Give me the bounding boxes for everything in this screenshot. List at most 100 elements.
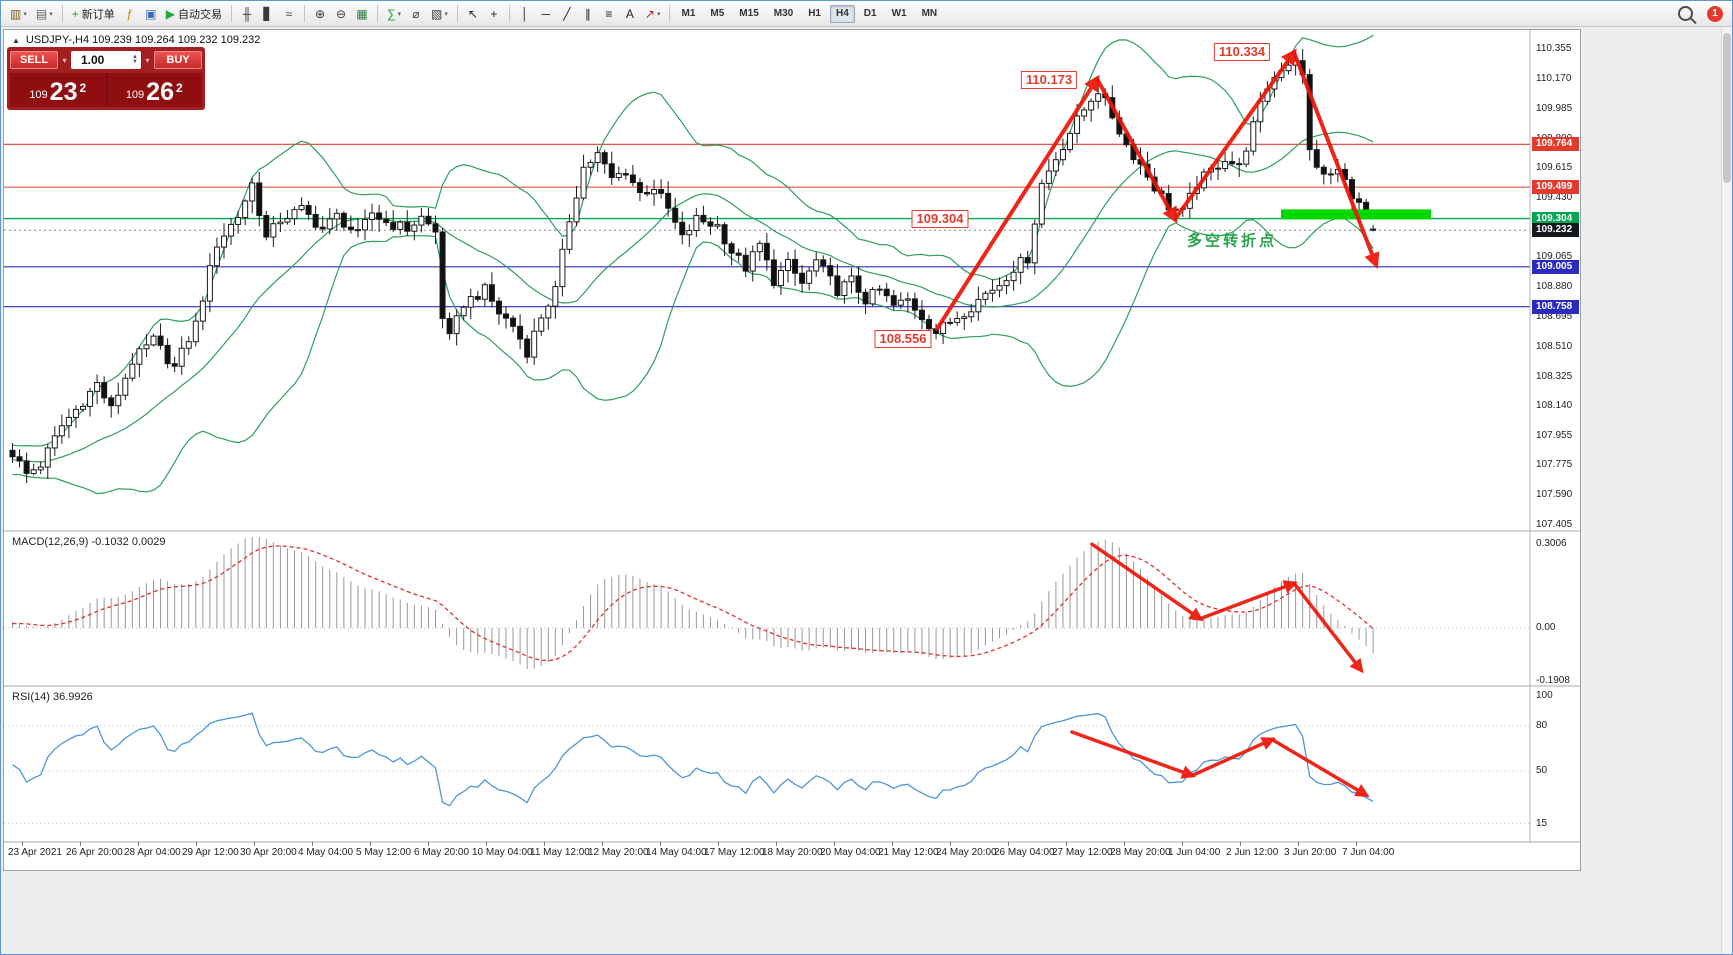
timeframe-h4-button[interactable]: H4 <box>830 4 855 23</box>
sell-price-display[interactable]: 109 23 2 <box>10 73 107 107</box>
price-tick-label: 107.405 <box>1536 519 1573 530</box>
price-tick-label: 109.065 <box>1536 251 1573 263</box>
metaeditor-button[interactable]: ƒ <box>120 4 140 24</box>
templates-button[interactable]: ▧ ▾ <box>427 4 452 24</box>
equidistant-channel-button[interactable]: ∥ <box>578 4 598 24</box>
time-tick-mark <box>138 842 139 846</box>
time-label: 26 May 04:00 <box>994 847 1055 858</box>
time-tick-mark <box>602 842 603 846</box>
time-label: 1 Jun 04:00 <box>1168 847 1221 858</box>
profiles-button[interactable]: ▤ ▾ <box>32 4 57 24</box>
text-button[interactable]: A <box>620 4 640 24</box>
timeframe-m1-button[interactable]: M1 <box>675 5 701 23</box>
macd-axis-label: -0.1908 <box>1536 675 1570 687</box>
timeframe-mn-button[interactable]: MN <box>916 5 944 23</box>
buy-caret-icon[interactable]: ▾ <box>145 55 150 65</box>
zoom-out-button[interactable]: ⊖ <box>331 4 351 24</box>
time-label: 23 Apr 2021 <box>8 847 62 858</box>
time-tick-mark <box>428 842 429 846</box>
time-tick-mark <box>892 842 893 846</box>
price-line-tag[interactable]: 109.304 <box>1532 211 1579 226</box>
vertical-line-button[interactable]: │ <box>515 4 535 24</box>
price-tick-label: 110.170 <box>1536 72 1572 84</box>
timeframe-h1-button[interactable]: H1 <box>802 5 827 23</box>
cursor-button[interactable]: ↖ <box>463 4 483 24</box>
scrollbar-thumb[interactable] <box>1723 33 1731 183</box>
arrows-button[interactable]: ↗ ▾ <box>641 4 665 24</box>
notification-badge[interactable]: 1 <box>1707 5 1723 22</box>
price-line-tag[interactable]: 108.758 <box>1532 299 1579 314</box>
symbol-ohlc-text: USDJPY-,H4 109.239 109.264 109.232 109.2… <box>25 34 261 46</box>
new-order-button[interactable]: + 新订单 <box>68 4 119 24</box>
price-line-tag[interactable]: 109.499 <box>1532 180 1579 195</box>
metaeditor-icon: ƒ <box>126 6 134 21</box>
candlestick-chart-button[interactable]: ▋ <box>258 4 278 24</box>
time-label: 5 May 12:00 <box>356 847 412 858</box>
time-axis[interactable]: 23 Apr 2021 26 Apr 20:00 28 Apr 04:00 29 Ap… <box>4 842 1532 870</box>
timeframe-m30-button[interactable]: M30 <box>768 5 799 23</box>
autotrading-button[interactable]: ▶ 自动交易 <box>162 4 226 24</box>
time-tick-mark <box>254 842 255 846</box>
time-tick-mark <box>312 842 313 846</box>
arrows-caret-icon[interactable]: ▾ <box>656 10 661 18</box>
autotrading-icon: ▶ <box>165 6 175 21</box>
sell-button[interactable]: SELL <box>10 51 58 69</box>
volume-input[interactable]: 1.00 ▲ ▼ <box>71 51 141 69</box>
timeframe-toolbar: M1 M5 M15 M30 H1 H4 D1 W1 MN <box>674 4 944 23</box>
time-tick-mark <box>718 842 719 846</box>
price-line-tag[interactable]: 109.005 <box>1532 259 1579 274</box>
bar-chart-button[interactable]: ╫ <box>237 4 257 24</box>
vertical-scrollbar[interactable] <box>1721 27 1732 954</box>
grid-button[interactable]: ▦ <box>352 4 372 24</box>
timeframe-d1-button[interactable]: D1 <box>858 5 883 23</box>
trendline-button[interactable]: ╱ <box>557 4 577 24</box>
new-chart-button[interactable]: ▥ ▾ <box>6 4 31 24</box>
toolbar-separator <box>61 5 63 22</box>
price-line-tag[interactable]: 109.232 <box>1532 223 1579 238</box>
buy-button[interactable]: BUY <box>154 51 202 69</box>
zoom-in-button[interactable]: ⊕ <box>310 4 330 24</box>
buy-price-display[interactable]: 109 26 2 <box>106 73 202 107</box>
toolbar-separator <box>303 5 305 22</box>
line-chart-button[interactable]: ≈ <box>279 4 299 24</box>
volume-up-icon[interactable]: ▲ <box>132 54 138 60</box>
search-icon[interactable] <box>1678 6 1693 21</box>
toolbar-separator <box>669 5 671 22</box>
price-axis[interactable]: 110.355110.170109.985109.800109.615109.4… <box>1532 30 1580 842</box>
market-watch-button[interactable]: ▣ <box>141 4 161 24</box>
sell-caret-icon[interactable]: ▾ <box>62 55 67 65</box>
price-tick-label: 110.355 <box>1536 43 1572 54</box>
time-tick-mark <box>950 842 951 846</box>
chart-canvas[interactable] <box>4 30 1580 870</box>
new-chart-icon: ▥ <box>10 6 22 21</box>
crosshair-button[interactable]: + <box>484 4 504 24</box>
time-tick-mark <box>1298 842 1299 846</box>
timeframe-w1-button[interactable]: W1 <box>886 5 913 23</box>
indicators-caret-icon[interactable]: ▾ <box>397 10 402 18</box>
rsi-axis-label: 15 <box>1536 817 1548 829</box>
templates-caret-icon[interactable]: ▾ <box>444 10 448 18</box>
new-order-icon: + <box>71 6 79 21</box>
time-label: 27 May 12:00 <box>1052 847 1113 858</box>
new-chart-caret-icon[interactable]: ▾ <box>23 10 27 18</box>
horizontal-line-button[interactable]: ─ <box>536 4 556 24</box>
timeframe-m5-button[interactable]: M5 <box>704 5 730 23</box>
time-label: 21 May 12:00 <box>878 847 939 858</box>
profiles-caret-icon[interactable]: ▾ <box>49 10 53 18</box>
time-label: 28 Apr 04:00 <box>124 847 181 858</box>
volume-down-icon[interactable]: ▼ <box>132 59 138 65</box>
time-label: 26 Apr 20:00 <box>66 847 123 858</box>
toolbar-separator <box>230 5 232 22</box>
timeframe-m15-button[interactable]: M15 <box>733 5 764 23</box>
fibonacci-button[interactable]: ≡ <box>599 4 619 24</box>
price-line-tag[interactable]: 109.764 <box>1532 137 1579 152</box>
cycles-button[interactable]: ⌀ <box>406 4 426 24</box>
volume-stepper[interactable]: ▲ ▼ <box>132 54 138 65</box>
new-order-label: 新订单 <box>81 8 115 21</box>
time-tick-mark <box>660 842 661 846</box>
indicators-button[interactable]: ∑ ▾ <box>383 4 405 24</box>
trade-panel-toggle-icon[interactable]: ▲ <box>12 35 20 45</box>
time-label: 17 May 12:00 <box>704 847 765 858</box>
time-label: 6 May 20:00 <box>414 847 470 858</box>
candlestick-chart-icon: ▋ <box>263 6 273 21</box>
